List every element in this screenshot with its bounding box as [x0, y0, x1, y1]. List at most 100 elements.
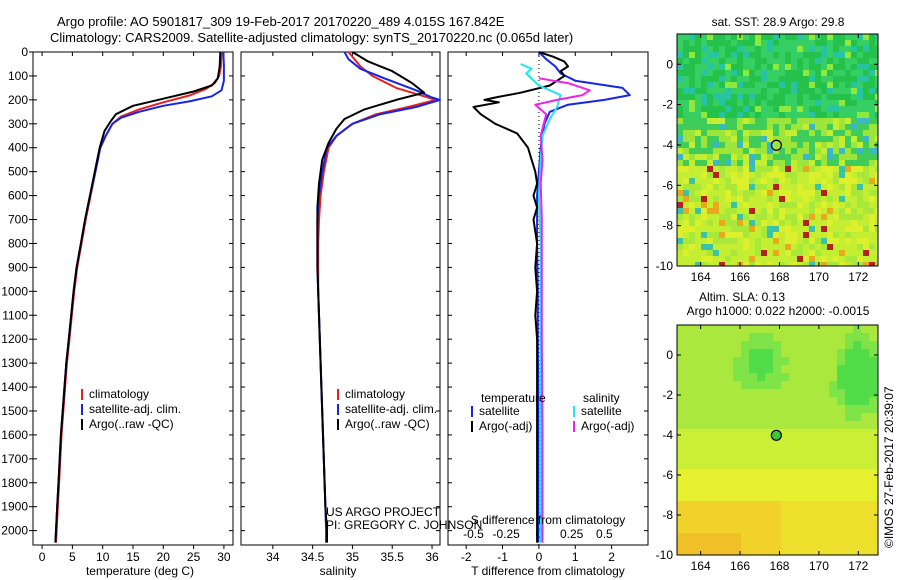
map-cell [797, 64, 803, 70]
map-cell [791, 202, 797, 208]
map-cell [839, 196, 845, 202]
map-cell [677, 509, 685, 517]
map-cell [749, 226, 755, 232]
map-cell [827, 94, 833, 100]
map-cell [821, 485, 829, 493]
map-cell [755, 100, 761, 106]
map-cell [809, 76, 815, 82]
map-cell [677, 94, 683, 100]
map-cell [767, 64, 773, 70]
map-cell [773, 244, 779, 250]
map-cell [791, 130, 797, 136]
map-cell [731, 214, 737, 220]
depth-tick-label: 1600 [1, 428, 28, 442]
map-cell [707, 100, 713, 106]
map-cell [875, 250, 878, 256]
map-cell [845, 341, 853, 349]
map-cell [779, 52, 785, 58]
map-cell [875, 184, 878, 190]
map-cell [791, 100, 797, 106]
map-cell [773, 453, 781, 461]
map-cell [837, 453, 845, 461]
map-cell [701, 82, 707, 88]
map-cell [789, 541, 797, 549]
map-cell [797, 381, 805, 389]
map-cell [827, 130, 833, 136]
map-cell [875, 238, 878, 244]
map-cell [821, 381, 829, 389]
map-y-tick-label: -2 [662, 98, 673, 112]
map-cell [725, 88, 731, 94]
map-cell [761, 40, 767, 46]
map-cell [809, 262, 815, 266]
map-cell [789, 429, 797, 437]
map-cell [853, 429, 861, 437]
map-cell [821, 178, 827, 184]
map-cell [737, 166, 743, 172]
map-cell [725, 333, 733, 341]
map-cell [851, 100, 857, 106]
map-cell [827, 244, 833, 250]
map-cell [773, 124, 779, 130]
map-cell [683, 136, 689, 142]
map-cell [851, 82, 857, 88]
map-cell [863, 148, 869, 154]
map-cell [767, 190, 773, 196]
map-cell [797, 46, 803, 52]
map-cell [749, 40, 755, 46]
map-cell [839, 172, 845, 178]
map-cell [869, 373, 877, 381]
map-cell [725, 244, 731, 250]
map-cell [779, 136, 785, 142]
map-cell [815, 142, 821, 148]
map-cell [761, 82, 767, 88]
map-cell [869, 501, 877, 509]
map-cell [827, 178, 833, 184]
map-cell [737, 244, 743, 250]
map-cell [713, 136, 719, 142]
map-cell [713, 94, 719, 100]
map-cell [791, 136, 797, 142]
map-cell [701, 256, 707, 262]
difference-xlabel: T difference from climatology [471, 564, 625, 578]
map-cell [869, 238, 875, 244]
map-cell [813, 477, 821, 485]
map-cell [733, 453, 741, 461]
map-cell [797, 405, 805, 413]
map-cell [773, 517, 781, 525]
map-cell [869, 349, 877, 357]
map-cell [749, 349, 757, 357]
map-cell [833, 142, 839, 148]
map-cell [689, 154, 695, 160]
map-cell [853, 501, 861, 509]
map-cell [683, 46, 689, 52]
map-cell [797, 208, 803, 214]
map-cell [845, 413, 853, 421]
map-cell [683, 70, 689, 76]
map-cell [857, 148, 863, 154]
map-cell [845, 226, 851, 232]
map-cell [809, 244, 815, 250]
map-cell [765, 365, 773, 373]
map-cell [851, 112, 857, 118]
map-cell [733, 341, 741, 349]
map-cell [845, 381, 853, 389]
map-cell [851, 52, 857, 58]
map-cell [761, 154, 767, 160]
map-cell [713, 232, 719, 238]
map-cell [869, 256, 875, 262]
map-cell [861, 437, 869, 445]
map-cell [861, 397, 869, 405]
map-cell [791, 124, 797, 130]
map-cell [815, 262, 821, 266]
map-cell [797, 172, 803, 178]
map-cell [869, 493, 877, 501]
map-cell [743, 136, 749, 142]
map-cell [845, 202, 851, 208]
map-cell [781, 493, 789, 501]
map-cell [875, 88, 878, 94]
map-cell [845, 421, 853, 429]
map-cell [737, 64, 743, 70]
map-cell [695, 76, 701, 82]
map-cell [725, 485, 733, 493]
